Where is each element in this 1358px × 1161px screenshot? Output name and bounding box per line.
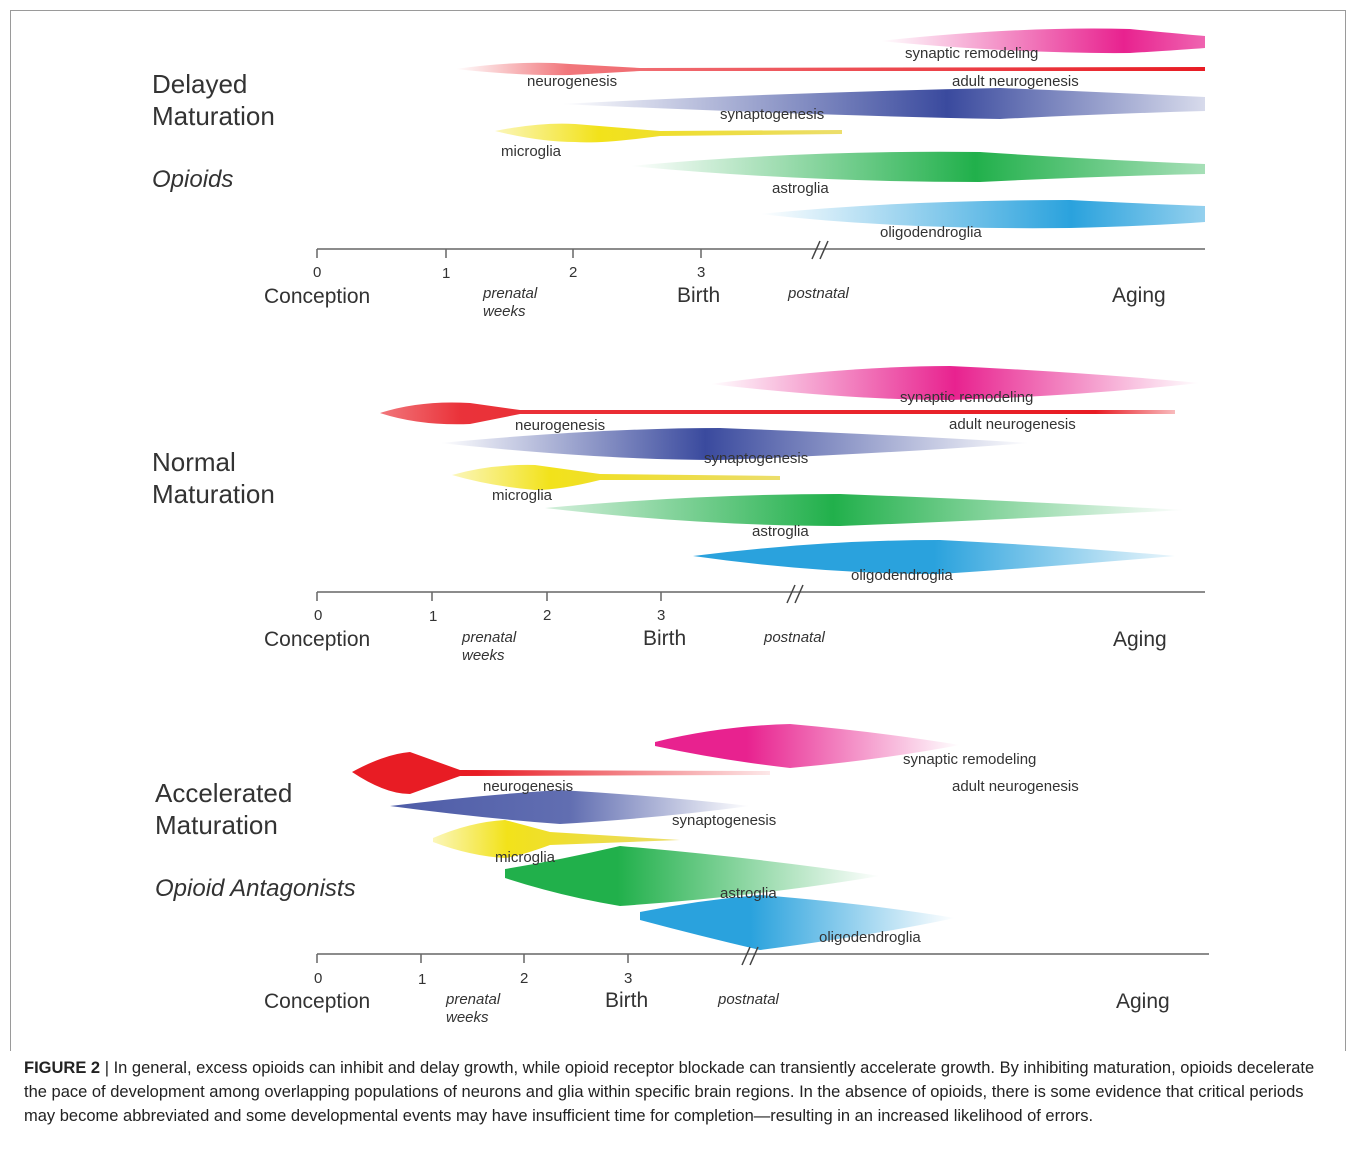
oligodendroglia-band <box>693 540 1175 574</box>
tick-label-2: 2 <box>569 264 577 281</box>
panel-title-line1: Normal <box>152 447 236 477</box>
label-synaptogenesis: synaptogenesis <box>704 450 808 467</box>
label-oligodendroglia: oligodendroglia <box>819 929 921 946</box>
tick-label-2: 2 <box>543 607 551 624</box>
label-oligodendroglia: oligodendroglia <box>880 224 982 241</box>
weeks-label: weeks <box>483 303 526 320</box>
panel-title-line2: Maturation <box>152 479 275 509</box>
aging-label: Aging <box>1116 990 1170 1013</box>
label-oligodendroglia: oligodendroglia <box>851 567 953 584</box>
label-adult-neurogenesis: adult neurogenesis <box>952 73 1079 90</box>
label-neurogenesis: neurogenesis <box>483 778 573 795</box>
tick-label-1: 1 <box>429 608 437 625</box>
oligodendroglia-band <box>760 200 1205 229</box>
label-neurogenesis: neurogenesis <box>515 417 605 434</box>
synaptic-remodeling-band <box>655 724 960 768</box>
tick-label-3: 3 <box>697 264 705 281</box>
figure-caption: FIGURE 2 | In general, excess opioids ca… <box>24 1056 1334 1128</box>
aging-label: Aging <box>1112 284 1166 307</box>
aging-label: Aging <box>1113 628 1167 651</box>
label-astroglia: astroglia <box>772 180 829 197</box>
weeks-label: weeks <box>446 1009 489 1026</box>
microglia-band <box>452 464 780 490</box>
panel-subtitle: Opioid Antagonists <box>155 875 356 902</box>
tick-label-3: 3 <box>657 607 665 624</box>
birth-label: Birth <box>643 627 686 650</box>
panel-title-line2: Maturation <box>155 810 278 840</box>
tick-label-1: 1 <box>418 971 426 988</box>
synaptogenesis-band <box>390 790 750 824</box>
prenatal-label: prenatal <box>445 991 501 1008</box>
label-astroglia: astroglia <box>720 885 777 902</box>
caption-label: FIGURE 2 <box>24 1059 101 1077</box>
postnatal-label: postnatal <box>717 991 780 1008</box>
panel-title-line1: Accelerated <box>155 778 292 808</box>
label-synaptogenesis: synaptogenesis <box>720 106 824 123</box>
conception-label: Conception <box>264 990 370 1013</box>
label-microglia: microglia <box>492 487 553 504</box>
tick-label-0: 0 <box>313 264 321 281</box>
neurogenesis-band <box>380 402 1175 425</box>
astroglia-band <box>505 846 880 906</box>
axis-break-mark <box>786 584 804 604</box>
prenatal-label: prenatal <box>482 285 538 302</box>
label-microglia: microglia <box>495 849 556 866</box>
caption-separator: | <box>100 1059 114 1077</box>
microglia-band <box>433 820 680 858</box>
neurogenesis-band <box>352 752 770 794</box>
maturation-diagram: Delayed Maturation Opioids synaptic remo… <box>152 28 1209 1026</box>
label-synaptic-remodeling: synaptic remodeling <box>903 751 1036 768</box>
label-synaptic-remodeling: synaptic remodeling <box>900 389 1033 406</box>
synaptogenesis-band <box>560 88 1205 119</box>
panel-accelerated: Accelerated Maturation Opioid Antagonist… <box>155 724 1209 1026</box>
prenatal-label: prenatal <box>461 629 517 646</box>
axis-break-mark <box>811 240 829 260</box>
tick-label-0: 0 <box>314 607 322 624</box>
panel-normal: Normal Maturation synaptic remodeling ne… <box>152 366 1205 664</box>
label-synaptic-remodeling: synaptic remodeling <box>905 45 1038 62</box>
synaptogenesis-band <box>440 428 1030 460</box>
conception-label: Conception <box>264 285 370 308</box>
label-microglia: microglia <box>501 143 562 160</box>
conception-label: Conception <box>264 628 370 651</box>
weeks-label: weeks <box>462 647 505 664</box>
postnatal-label: postnatal <box>787 285 850 302</box>
postnatal-label: postnatal <box>763 629 826 646</box>
panel-title-line2: Maturation <box>152 101 275 131</box>
synaptic-remodeling-band <box>880 28 1205 54</box>
tick-label-3: 3 <box>624 970 632 987</box>
birth-label: Birth <box>677 284 720 307</box>
tick-label-2: 2 <box>520 970 528 987</box>
tick-label-0: 0 <box>314 970 322 987</box>
timeline-axis <box>316 248 1205 258</box>
timeline-axis <box>316 953 1209 963</box>
label-synaptogenesis: synaptogenesis <box>672 812 776 829</box>
astroglia-band <box>545 494 1185 526</box>
figure-frame <box>10 10 1346 1051</box>
microglia-band <box>495 123 842 143</box>
caption-text: In general, excess opioids can inhibit a… <box>24 1059 1315 1125</box>
axis-break-mark <box>741 946 759 966</box>
label-adult-neurogenesis: adult neurogenesis <box>952 778 1079 795</box>
label-astroglia: astroglia <box>752 523 809 540</box>
synaptic-remodeling-band <box>710 366 1200 400</box>
panel-title-line1: Delayed <box>152 69 247 99</box>
tick-label-1: 1 <box>442 265 450 282</box>
label-adult-neurogenesis: adult neurogenesis <box>949 416 1076 433</box>
panel-delayed: Delayed Maturation Opioids synaptic remo… <box>152 28 1205 320</box>
label-neurogenesis: neurogenesis <box>527 73 617 90</box>
oligodendroglia-band <box>640 895 955 950</box>
birth-label: Birth <box>605 989 648 1012</box>
astroglia-band <box>630 151 1205 182</box>
neurogenesis-band <box>455 62 1205 76</box>
timeline-axis <box>316 591 1205 601</box>
panel-subtitle: Opioids <box>152 166 233 193</box>
